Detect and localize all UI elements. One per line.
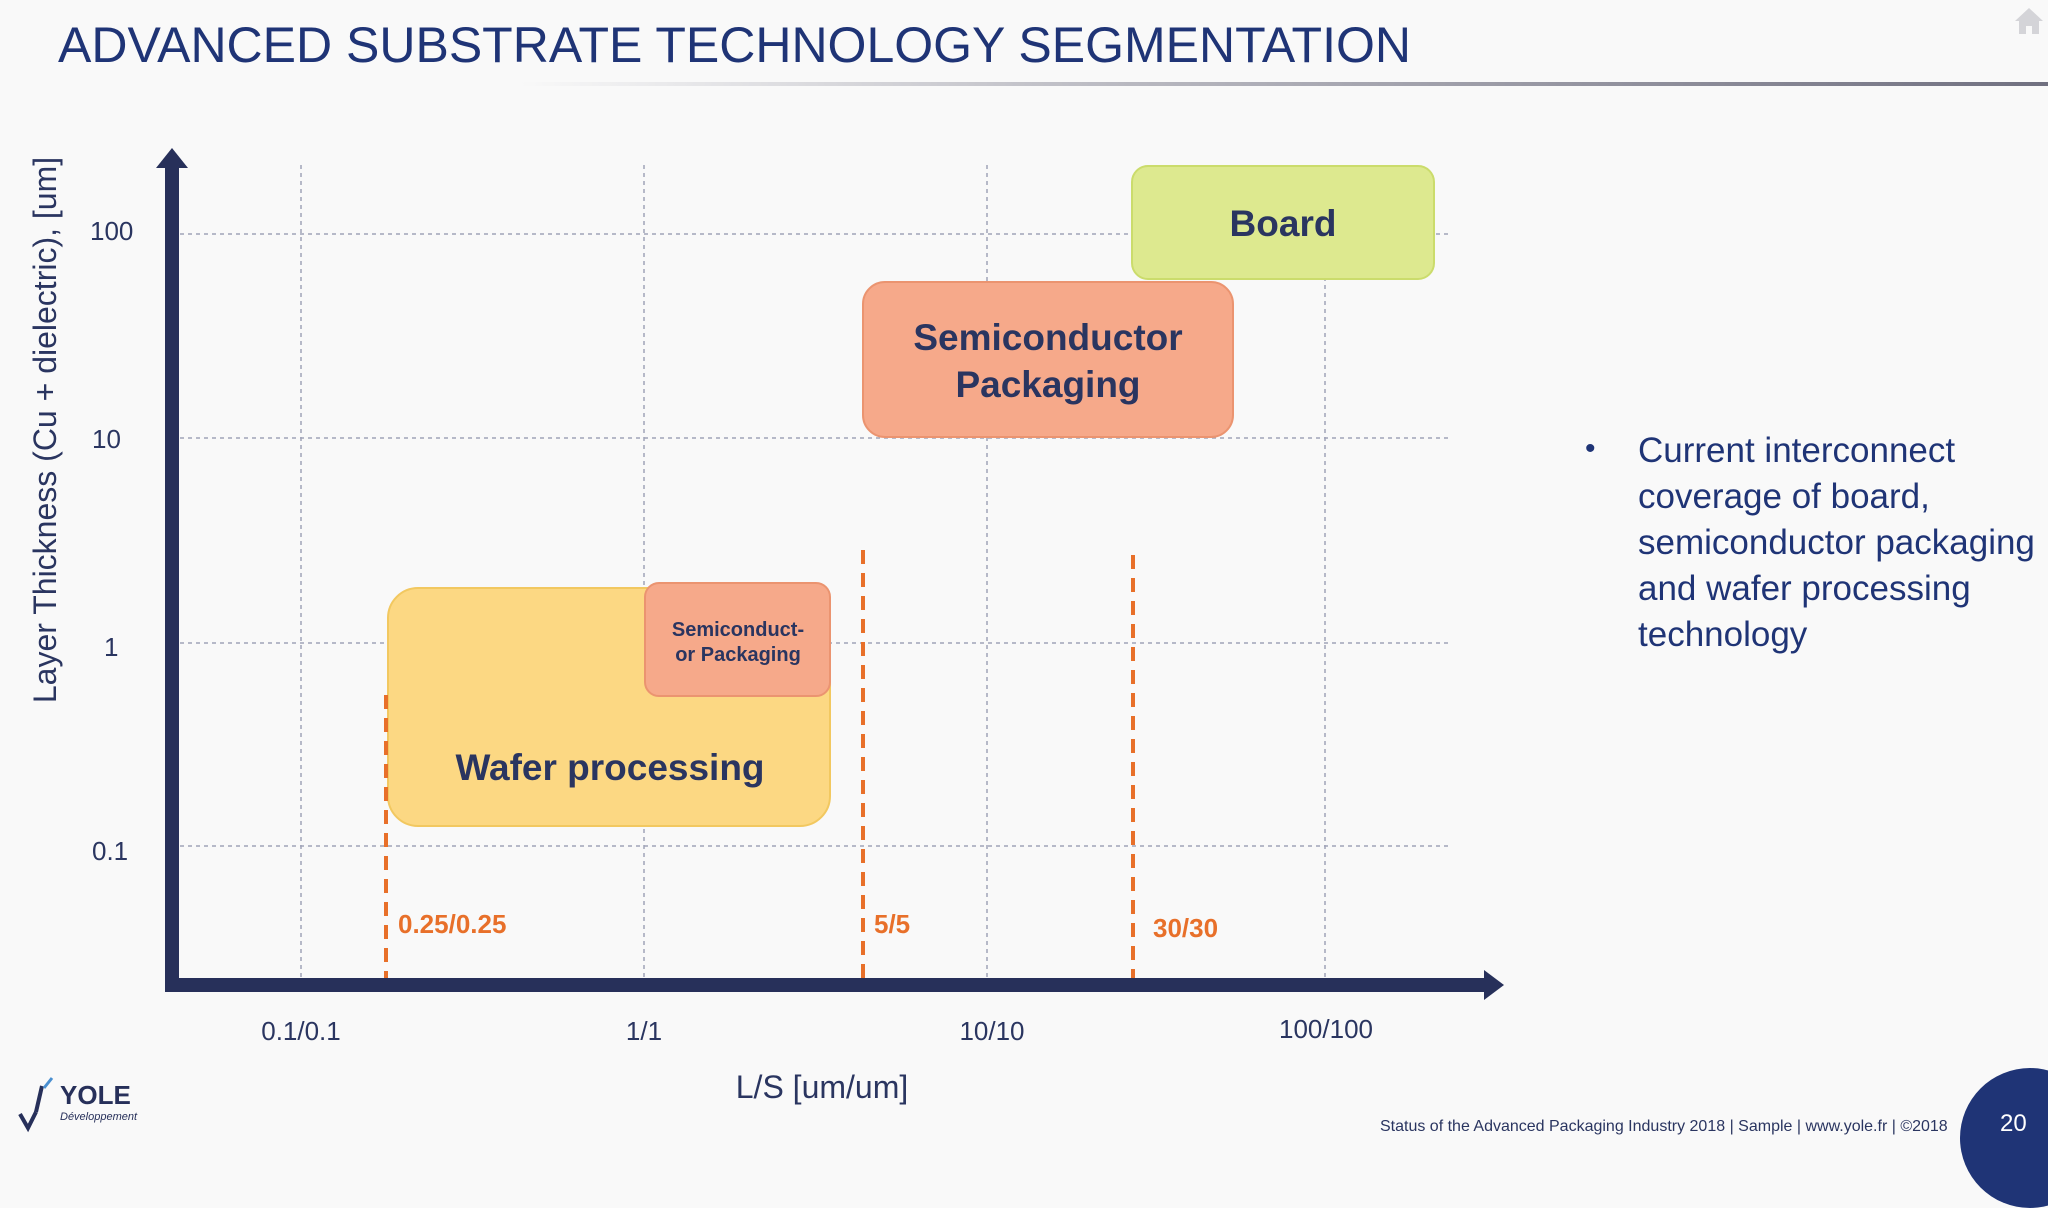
marker-label-0-25: 0.25/0.25 <box>398 909 506 939</box>
logo-text: YOLE <box>60 1080 131 1110</box>
region-label-wafer-processing: Wafer processing <box>455 747 764 788</box>
marker-lines <box>384 550 1135 982</box>
bullet-text: Current interconnect coverage of board, … <box>1638 431 2035 654</box>
y-tick-0-1: 0.1 <box>92 836 128 866</box>
region-label-semiconductor-small-line2: or Packaging <box>675 644 801 666</box>
page-number: 20 <box>2000 1110 2027 1137</box>
region-semiconductor-packaging: Semiconductor Packaging <box>862 281 1234 438</box>
x-tick-0-1: 0.1/0.1 <box>261 1016 341 1046</box>
x-tick-100: 100/100 <box>1279 1014 1373 1044</box>
yole-logo[interactable]: YOLE Développement <box>16 1074 166 1138</box>
region-label-semiconductor-line2: Packaging <box>955 364 1140 405</box>
region-semiconductor-packaging-small: Semiconduct- or Packaging <box>644 582 831 697</box>
bullet-icon: • <box>1585 432 1596 465</box>
title-divider <box>520 82 2048 86</box>
y-tick-10: 10 <box>92 424 121 454</box>
x-tick-10: 10/10 <box>959 1016 1024 1046</box>
marker-label-30: 30/30 <box>1153 913 1218 943</box>
axes <box>156 148 1504 1000</box>
region-board: Board <box>1131 165 1435 280</box>
x-tick-1: 1/1 <box>626 1016 662 1046</box>
region-label-semiconductor-small-line1: Semiconduct- <box>672 619 804 641</box>
grid-lines <box>180 165 1450 980</box>
home-icon[interactable] <box>2012 4 2046 38</box>
marker-label-5: 5/5 <box>874 909 910 939</box>
y-axis-title: Layer Thickness (Cu + dielectric), [um] <box>27 157 63 703</box>
x-axis-title: L/S [um/um] <box>736 1069 909 1105</box>
logo-subtext: Développement <box>60 1111 138 1123</box>
y-tick-100: 100 <box>90 216 133 246</box>
footer-text: Status of the Advanced Packaging Industr… <box>1380 1118 1948 1135</box>
segmentation-diagram: Wafer processing Semiconduct- or Packagi… <box>27 148 1504 1105</box>
region-label-board: Board <box>1230 203 1337 244</box>
slide-title: ADVANCED SUBSTRATE TECHNOLOGY SEGMENTATI… <box>58 17 1411 73</box>
region-label-semiconductor-line1: Semiconductor <box>913 317 1182 358</box>
y-tick-1: 1 <box>104 632 118 662</box>
